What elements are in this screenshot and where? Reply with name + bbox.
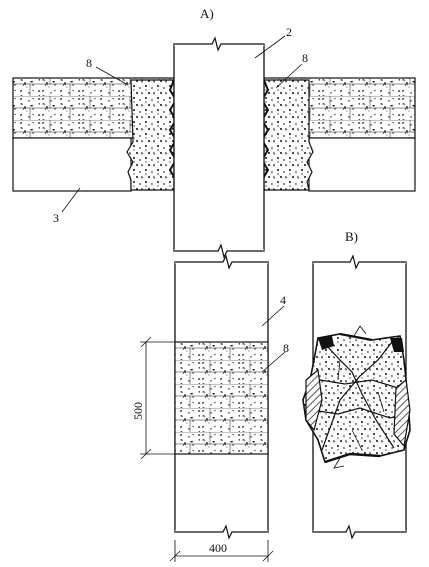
panel-b-right-column: B) bbox=[302, 229, 411, 540]
leader-4 bbox=[261, 305, 285, 327]
dimension-height-label: 500 bbox=[131, 402, 145, 420]
dimension-height: 500 bbox=[131, 336, 175, 460]
callout-4: 4 bbox=[280, 293, 286, 307]
callout-3: 3 bbox=[53, 211, 59, 225]
leader-8-lower bbox=[261, 351, 286, 373]
callout-8-right: 8 bbox=[302, 51, 308, 65]
dimension-width: 400 bbox=[169, 540, 274, 562]
leader-8-left bbox=[95, 66, 129, 86]
dimension-width-label: 400 bbox=[209, 541, 227, 555]
panel-b-left-column: 4 8 bbox=[174, 254, 289, 540]
leader-2 bbox=[254, 35, 286, 59]
right-slab bbox=[260, 77, 416, 192]
left-slab bbox=[12, 77, 178, 192]
panel-a: A) 2 8 bbox=[12, 6, 416, 259]
column-a bbox=[173, 36, 265, 259]
panel-a-label: A) bbox=[200, 6, 214, 21]
leader-8-right bbox=[275, 63, 303, 89]
panel-b-label: B) bbox=[345, 229, 358, 244]
damage-zone bbox=[302, 325, 411, 469]
leader-3 bbox=[61, 187, 81, 213]
callout-2: 2 bbox=[286, 25, 292, 39]
callout-8-lower: 8 bbox=[283, 341, 289, 355]
callout-8-left: 8 bbox=[86, 56, 92, 70]
